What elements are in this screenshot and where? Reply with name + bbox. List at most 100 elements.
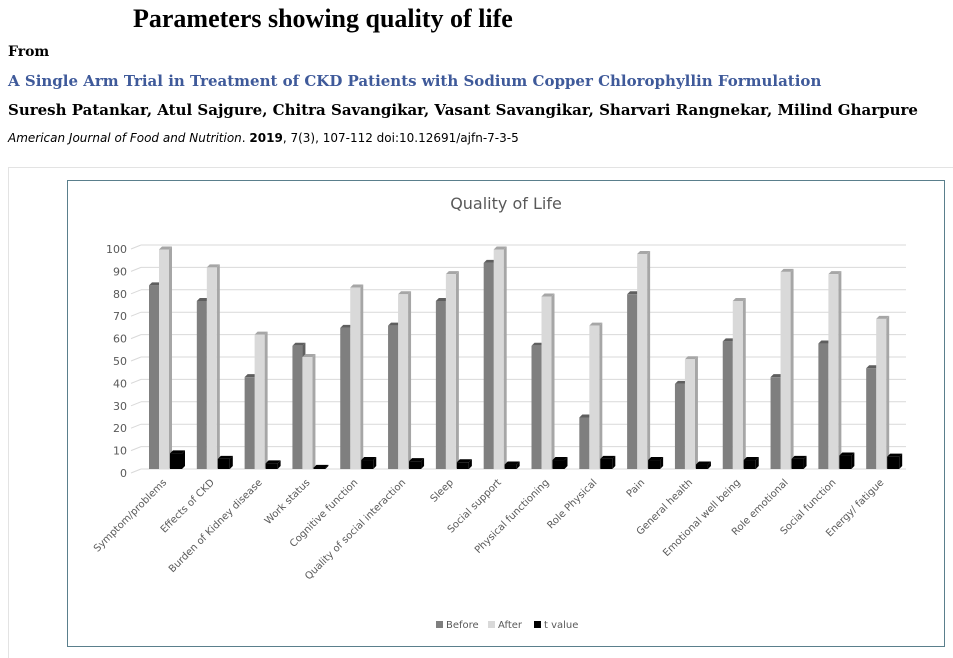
bar-after	[732, 301, 743, 469]
bar-after	[876, 318, 887, 469]
article-title-link[interactable]: A Single Arm Trial in Treatment of CKD P…	[8, 72, 822, 90]
bar-top	[217, 455, 233, 459]
bar-top	[254, 331, 268, 335]
gridline-side	[130, 311, 142, 317]
bar-side	[647, 250, 651, 469]
bar-top	[265, 460, 281, 464]
bar-side	[599, 322, 603, 469]
gridline-side	[130, 401, 142, 407]
bar-top	[340, 324, 354, 328]
bar-top	[732, 298, 746, 301]
journal-name: American Journal of Food and Nutrition	[8, 131, 242, 145]
bar-before	[579, 417, 590, 469]
bar-top	[866, 365, 880, 369]
chart-frame: Quality of Life 0 10 20 30 40 50 60 70 80 90 100 Sy…	[67, 180, 945, 647]
legend-label: After	[498, 620, 523, 631]
bar-top	[828, 271, 842, 275]
y-tick-label: 0	[120, 467, 127, 480]
y-tick-label: 80	[113, 288, 127, 301]
legend-swatch	[436, 621, 443, 628]
x-tick-label: Quality of social interaction	[303, 477, 408, 582]
legend-swatch	[534, 621, 541, 628]
bar-t-value	[887, 456, 900, 469]
bar-side	[455, 271, 459, 469]
legend-label: Before	[446, 620, 479, 631]
bar-top	[579, 414, 593, 418]
bar-top	[313, 464, 329, 468]
bar-after	[350, 287, 361, 469]
bar-top	[531, 342, 545, 346]
bar-before	[435, 301, 446, 469]
bar-top	[409, 458, 425, 462]
bar-before	[196, 301, 207, 469]
bar-side	[755, 457, 759, 469]
bar-t-value	[361, 460, 374, 469]
gridline-side	[130, 334, 142, 340]
bar-side	[468, 459, 472, 469]
bar-side	[516, 461, 520, 469]
bar-before	[531, 345, 542, 469]
gridline-side	[130, 446, 142, 452]
bar-side	[373, 457, 377, 469]
bar-top	[361, 457, 377, 461]
x-tick-label: Sleep	[429, 477, 456, 504]
bar-before	[866, 368, 877, 469]
bar-t-value	[456, 462, 469, 469]
bar-before	[292, 345, 303, 469]
bar-before	[149, 285, 159, 469]
bar-top	[435, 298, 449, 301]
bar-side	[216, 264, 220, 469]
bar-t-value	[648, 460, 661, 469]
bar-side	[277, 460, 281, 469]
bar-after	[302, 357, 313, 469]
bar-top	[791, 455, 807, 459]
bar-top	[648, 457, 664, 461]
bar-side	[694, 356, 698, 469]
bar-chart: Quality of Life 0 10 20 30 40 50 60 70 80 90 100 Sy…	[92, 194, 906, 631]
bar-top	[695, 461, 711, 465]
bar-side	[886, 315, 890, 469]
bar-after	[780, 271, 791, 469]
bar-t-value	[600, 458, 613, 469]
bar-side	[660, 457, 664, 469]
bar-top	[674, 380, 688, 384]
bar-side	[169, 246, 172, 469]
bar-before	[483, 262, 494, 469]
bar-t-value	[839, 455, 852, 469]
citation: American Journal of Food and Nutrition. …	[8, 131, 519, 145]
bar-side	[312, 354, 316, 469]
bar-before	[244, 377, 255, 469]
bar-side	[182, 450, 185, 469]
x-tick-label: Burden of Kidney disease	[167, 477, 265, 575]
bar-top	[196, 298, 210, 301]
bar-top	[541, 293, 555, 297]
bar-top	[684, 356, 698, 360]
bar-before	[340, 327, 351, 469]
bar-top	[292, 342, 306, 346]
bar-top	[445, 271, 459, 275]
bar-side	[612, 455, 616, 469]
bar-after	[206, 267, 217, 469]
bar-before	[674, 383, 685, 469]
bar-t-value	[170, 453, 182, 469]
legend-swatch	[488, 621, 495, 628]
bar-after	[589, 325, 600, 469]
bar-after	[493, 249, 504, 469]
bar-top	[552, 457, 568, 461]
x-tick-label: Symptom/problems	[92, 477, 169, 554]
bar-before	[388, 325, 399, 469]
bar-top	[388, 322, 402, 326]
bar-after	[159, 249, 169, 469]
authors: Suresh Patankar, Atul Sajgure, Chitra Sa…	[8, 101, 918, 119]
bar-top	[244, 374, 258, 378]
bar-top	[483, 259, 497, 263]
y-tick-label: 10	[113, 445, 127, 458]
bar-top	[839, 452, 855, 456]
x-tick-label: Role Physical	[545, 477, 599, 531]
bar-t-value	[743, 460, 756, 469]
page-title: Parameters showing quality of life	[133, 4, 513, 33]
bar-side	[408, 291, 412, 469]
bar-after	[684, 359, 695, 469]
bar-side	[899, 453, 903, 469]
bar-top	[398, 291, 412, 295]
